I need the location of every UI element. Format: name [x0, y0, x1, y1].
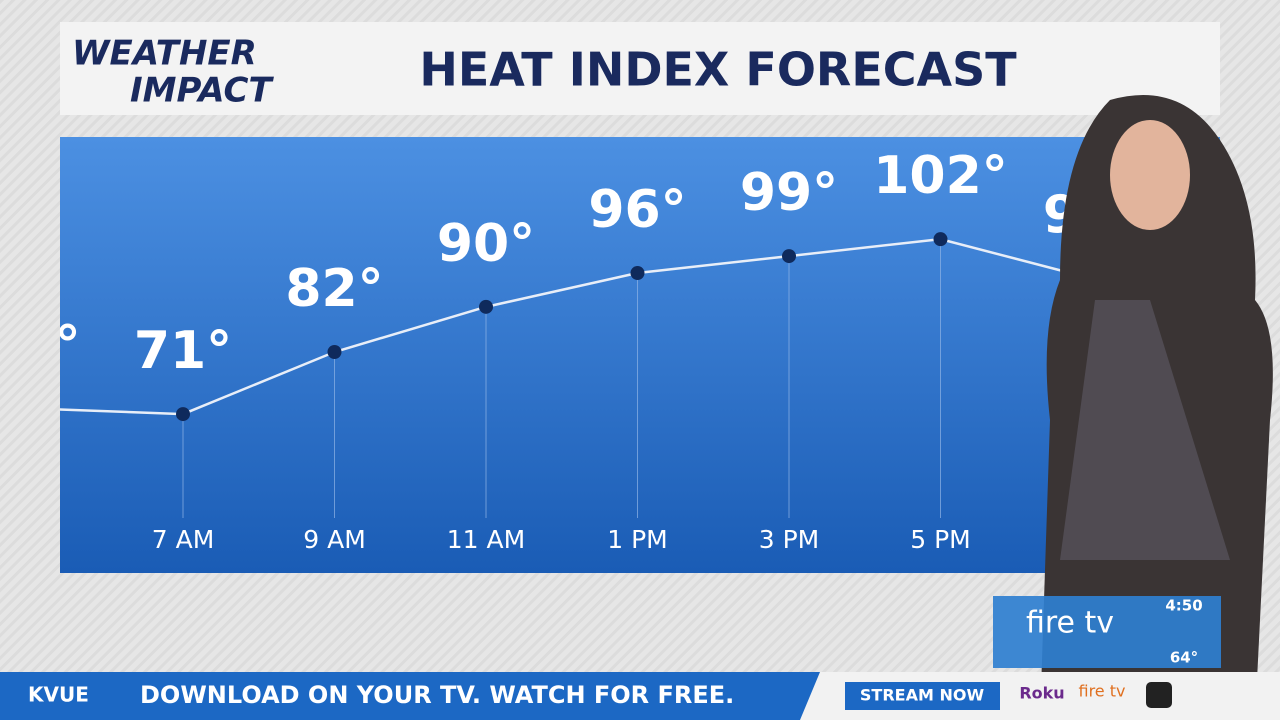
bug-time: 4:50: [1165, 597, 1202, 615]
marker: [176, 407, 190, 422]
logo-top: WEATHER: [72, 34, 257, 74]
marker: [933, 232, 948, 247]
marker: [782, 249, 796, 264]
data-label: 102°: [873, 146, 1008, 206]
x-tick-label: 9 AM: [303, 525, 366, 554]
stream-button[interactable]: [845, 682, 1000, 710]
line: [60, 237, 1093, 416]
marker: [327, 345, 342, 359]
ticker-station: KVUE: [28, 683, 89, 707]
appletv-logo: [1146, 682, 1172, 708]
roku-logo: Roku: [1019, 684, 1064, 703]
marker: [479, 299, 493, 314]
data-label: 96°: [588, 180, 686, 240]
plot-panel: [60, 137, 1220, 573]
data-label: 71°: [134, 321, 232, 381]
x-tick-label: 1 PM: [607, 525, 668, 554]
bug-temp: 64°: [1170, 649, 1198, 667]
chart-title: HEAT INDEX FORECAST: [419, 43, 1017, 97]
presenter-face: [1110, 120, 1190, 230]
ticker-message: DOWNLOAD ON YOUR TV. WATCH FOR FREE.: [140, 681, 734, 709]
presenter-dress: [1060, 300, 1230, 560]
logo-bottom: IMPACT: [130, 71, 275, 111]
marker: [630, 266, 645, 280]
stream-button-label[interactable]: STREAM NOW: [860, 686, 985, 705]
x-tick-label: 3 PM: [759, 525, 820, 554]
data-label: 90°: [437, 214, 535, 274]
title-bar: [60, 22, 1220, 115]
x-tick-label: 7 AM: [152, 525, 215, 554]
plot: 72° 71° 7 AM 82° 9 AM 90° 11 AM 96° 1 PM 99° 3 PM 1…: [0, 146, 1141, 554]
bug-box: [993, 596, 1221, 668]
firetv-logo: fire tv: [1079, 682, 1126, 701]
data-label: 72°: [0, 315, 81, 375]
x-tick-label: 5 PM: [910, 525, 971, 554]
data-label: 99°: [740, 163, 838, 223]
bug-brand: fire tv: [1026, 606, 1114, 641]
x-tick-label: 11 AM: [447, 525, 525, 554]
data-label: 82°: [285, 259, 383, 319]
